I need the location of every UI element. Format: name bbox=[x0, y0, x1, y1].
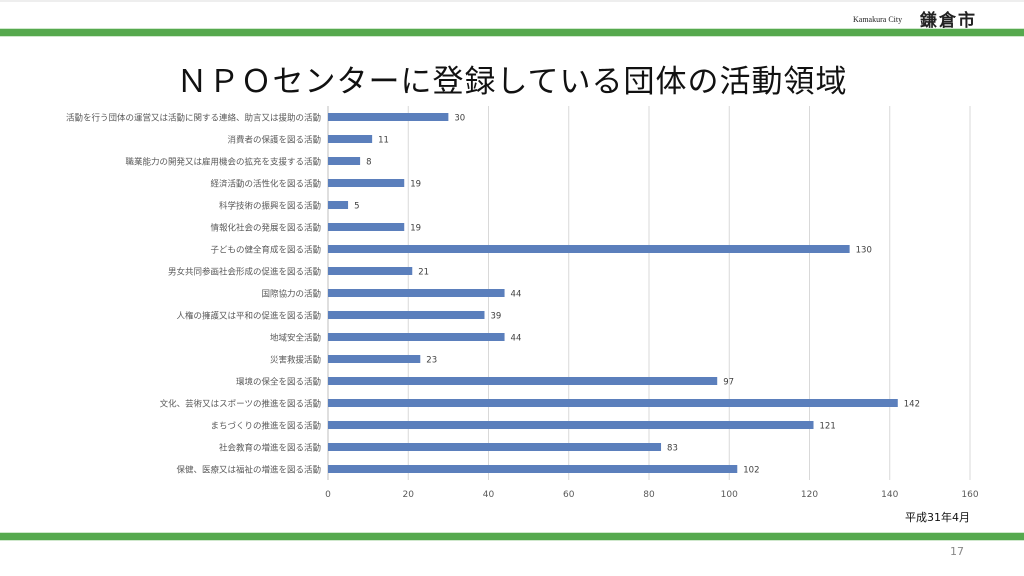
data-label: 83 bbox=[667, 444, 678, 454]
x-tick-label: 40 bbox=[483, 490, 495, 500]
bar bbox=[328, 113, 449, 121]
x-tick-label: 100 bbox=[721, 490, 738, 500]
data-label: 11 bbox=[378, 136, 389, 146]
data-label: 142 bbox=[904, 400, 920, 410]
bar bbox=[328, 179, 405, 187]
x-tick-label: 120 bbox=[801, 490, 818, 500]
page-number: 17 bbox=[950, 545, 964, 558]
bar bbox=[328, 289, 505, 297]
date-note: 平成31年4月 bbox=[905, 511, 970, 524]
bar bbox=[328, 421, 814, 429]
y-tick-label: 活動を行う団体の運営又は活動に関する連絡、助言又は援助の活動 bbox=[66, 113, 321, 124]
x-tick-label: 80 bbox=[643, 490, 655, 500]
bar bbox=[328, 245, 850, 253]
data-label: 97 bbox=[723, 378, 734, 388]
y-tick-label: 災害救援活動 bbox=[270, 355, 321, 366]
data-label: 19 bbox=[410, 224, 421, 234]
y-tick-label: 職業能力の開発又は雇用機会の拡充を支援する活動 bbox=[125, 157, 321, 168]
y-tick-label: 子どもの健全育成を図る活動 bbox=[210, 245, 321, 256]
bar bbox=[328, 377, 718, 385]
city-logo: 鎌倉市 bbox=[920, 11, 977, 31]
data-label: 44 bbox=[511, 290, 522, 300]
bar bbox=[328, 311, 485, 319]
bar bbox=[328, 399, 898, 407]
bar bbox=[328, 157, 361, 165]
bar bbox=[328, 355, 421, 363]
slide-title: ＮＰＯセンターに登録している団体の活動領域 bbox=[176, 64, 848, 100]
data-label: 39 bbox=[490, 312, 501, 322]
y-tick-label: 社会教育の増進を図る活動 bbox=[219, 443, 321, 454]
data-label: 121 bbox=[820, 422, 836, 432]
city-name-en: Kamakura City bbox=[853, 15, 903, 24]
header-green-bar bbox=[0, 28, 1024, 37]
y-tick-label: 国際協力の活動 bbox=[261, 289, 321, 300]
bar bbox=[328, 201, 349, 209]
data-label: 44 bbox=[511, 334, 522, 344]
data-label: 30 bbox=[454, 114, 465, 124]
data-label: 130 bbox=[856, 246, 872, 256]
data-label: 21 bbox=[418, 268, 429, 278]
bar bbox=[328, 135, 373, 143]
footer-green-bar bbox=[0, 532, 1024, 541]
bar bbox=[328, 443, 662, 451]
y-tick-label: 文化、芸術又はスポーツの推進を図る活動 bbox=[160, 399, 321, 410]
bar bbox=[328, 333, 505, 341]
x-tick-label: 160 bbox=[961, 490, 978, 500]
y-tick-label: まちづくりの推進を図る活動 bbox=[210, 421, 321, 432]
data-label: 23 bbox=[426, 356, 437, 366]
y-tick-label: 環境の保全を図る活動 bbox=[236, 377, 321, 388]
bar bbox=[328, 465, 738, 473]
y-tick-label: 男女共同参画社会形成の促進を図る活動 bbox=[168, 267, 321, 278]
x-tick-label: 20 bbox=[403, 490, 415, 500]
x-tick-label: 0 bbox=[325, 490, 331, 500]
y-tick-label: 消費者の保護を図る活動 bbox=[227, 135, 321, 146]
bar bbox=[328, 223, 405, 231]
y-tick-label: 経済活動の活性化を図る活動 bbox=[210, 179, 321, 190]
y-tick-label: 科学技術の振興を図る活動 bbox=[219, 201, 321, 212]
y-tick-label: 地域安全活動 bbox=[270, 333, 321, 344]
bar bbox=[328, 267, 413, 275]
data-label: 8 bbox=[366, 158, 371, 168]
top-border bbox=[0, 0, 1024, 2]
x-tick-label: 60 bbox=[563, 490, 575, 500]
y-tick-label: 人権の擁護又は平和の促進を図る活動 bbox=[176, 311, 321, 322]
data-label: 5 bbox=[354, 202, 359, 212]
data-label: 102 bbox=[743, 466, 759, 476]
y-tick-label: 保健、医療又は福祉の増進を図る活動 bbox=[176, 465, 321, 476]
x-tick-label: 140 bbox=[881, 490, 898, 500]
y-tick-label: 情報化社会の発展を図る活動 bbox=[210, 223, 321, 234]
data-label: 19 bbox=[410, 180, 421, 190]
